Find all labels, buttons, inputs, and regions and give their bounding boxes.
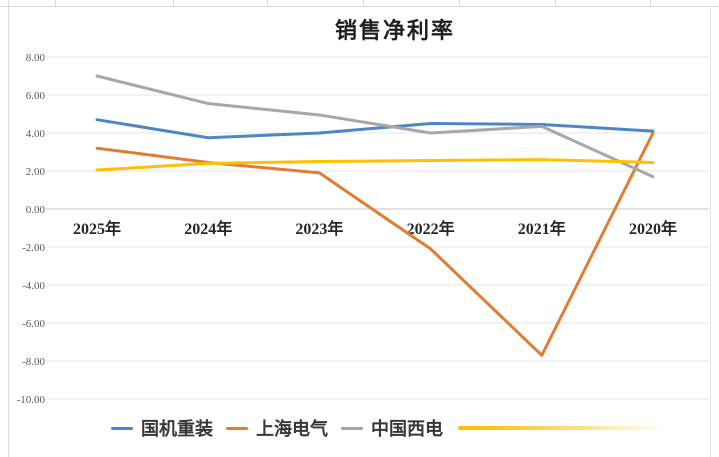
y-tick-label: 2.00 (26, 166, 46, 178)
column-tick (267, 0, 268, 6)
legend-swatch-fade-icon (458, 426, 696, 430)
chart-title: 销售净利率 (334, 18, 455, 43)
series-line-1 (95, 131, 655, 357)
y-tick-label: -8.00 (22, 356, 45, 368)
x-tick-label: 2021年 (518, 219, 566, 238)
legend-label: 中国西电 (371, 419, 443, 439)
legend-swatch-icon (226, 426, 248, 430)
series-line-3 (95, 158, 655, 172)
y-tick-label: -10.00 (17, 394, 46, 406)
x-tick-label: 2023年 (295, 219, 343, 238)
legend-label: 国机重装 (141, 419, 213, 439)
column-tick (650, 0, 651, 6)
legend-swatch-icon (341, 426, 363, 430)
legend-item-3 (456, 426, 696, 430)
chart-legend: 国机重装 上海电气 中国西电 (111, 417, 709, 439)
legend-item-0: 国机重装 (111, 415, 213, 441)
column-tick (459, 0, 460, 6)
column-tick (363, 0, 364, 6)
y-tick-label: -4.00 (22, 280, 45, 292)
legend-item-2: 中国西电 (341, 415, 443, 441)
column-tick (555, 0, 556, 6)
series-line-2 (95, 74, 655, 179)
y-tick-label: 8.00 (26, 52, 46, 64)
y-tick-label: -2.00 (22, 242, 45, 254)
x-tick-label: 2025年 (73, 219, 121, 238)
column-tick (173, 0, 174, 6)
legend-item-1: 上海电气 (226, 415, 328, 441)
left-border-line (8, 0, 9, 457)
x-tick-label: 2022年 (407, 219, 455, 238)
top-border-line (0, 6, 719, 7)
right-border-line (710, 6, 711, 457)
y-tick-label: -6.00 (22, 318, 45, 330)
x-tick-label: 2024年 (184, 219, 232, 238)
x-tick-label: 2020年 (629, 219, 677, 238)
series-line-0 (95, 118, 655, 140)
y-tick-label: 4.00 (26, 128, 46, 140)
legend-swatch-icon (111, 426, 133, 430)
y-tick-label: 0.00 (26, 204, 46, 216)
column-tick (55, 0, 56, 6)
legend-label: 上海电气 (256, 419, 328, 439)
y-tick-label: 6.00 (26, 90, 46, 102)
